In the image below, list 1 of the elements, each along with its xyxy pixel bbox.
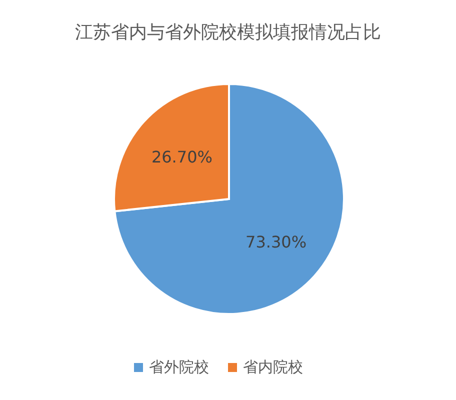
title: 江苏省内与省外院校模拟填报情况占比 xyxy=(75,22,381,43)
